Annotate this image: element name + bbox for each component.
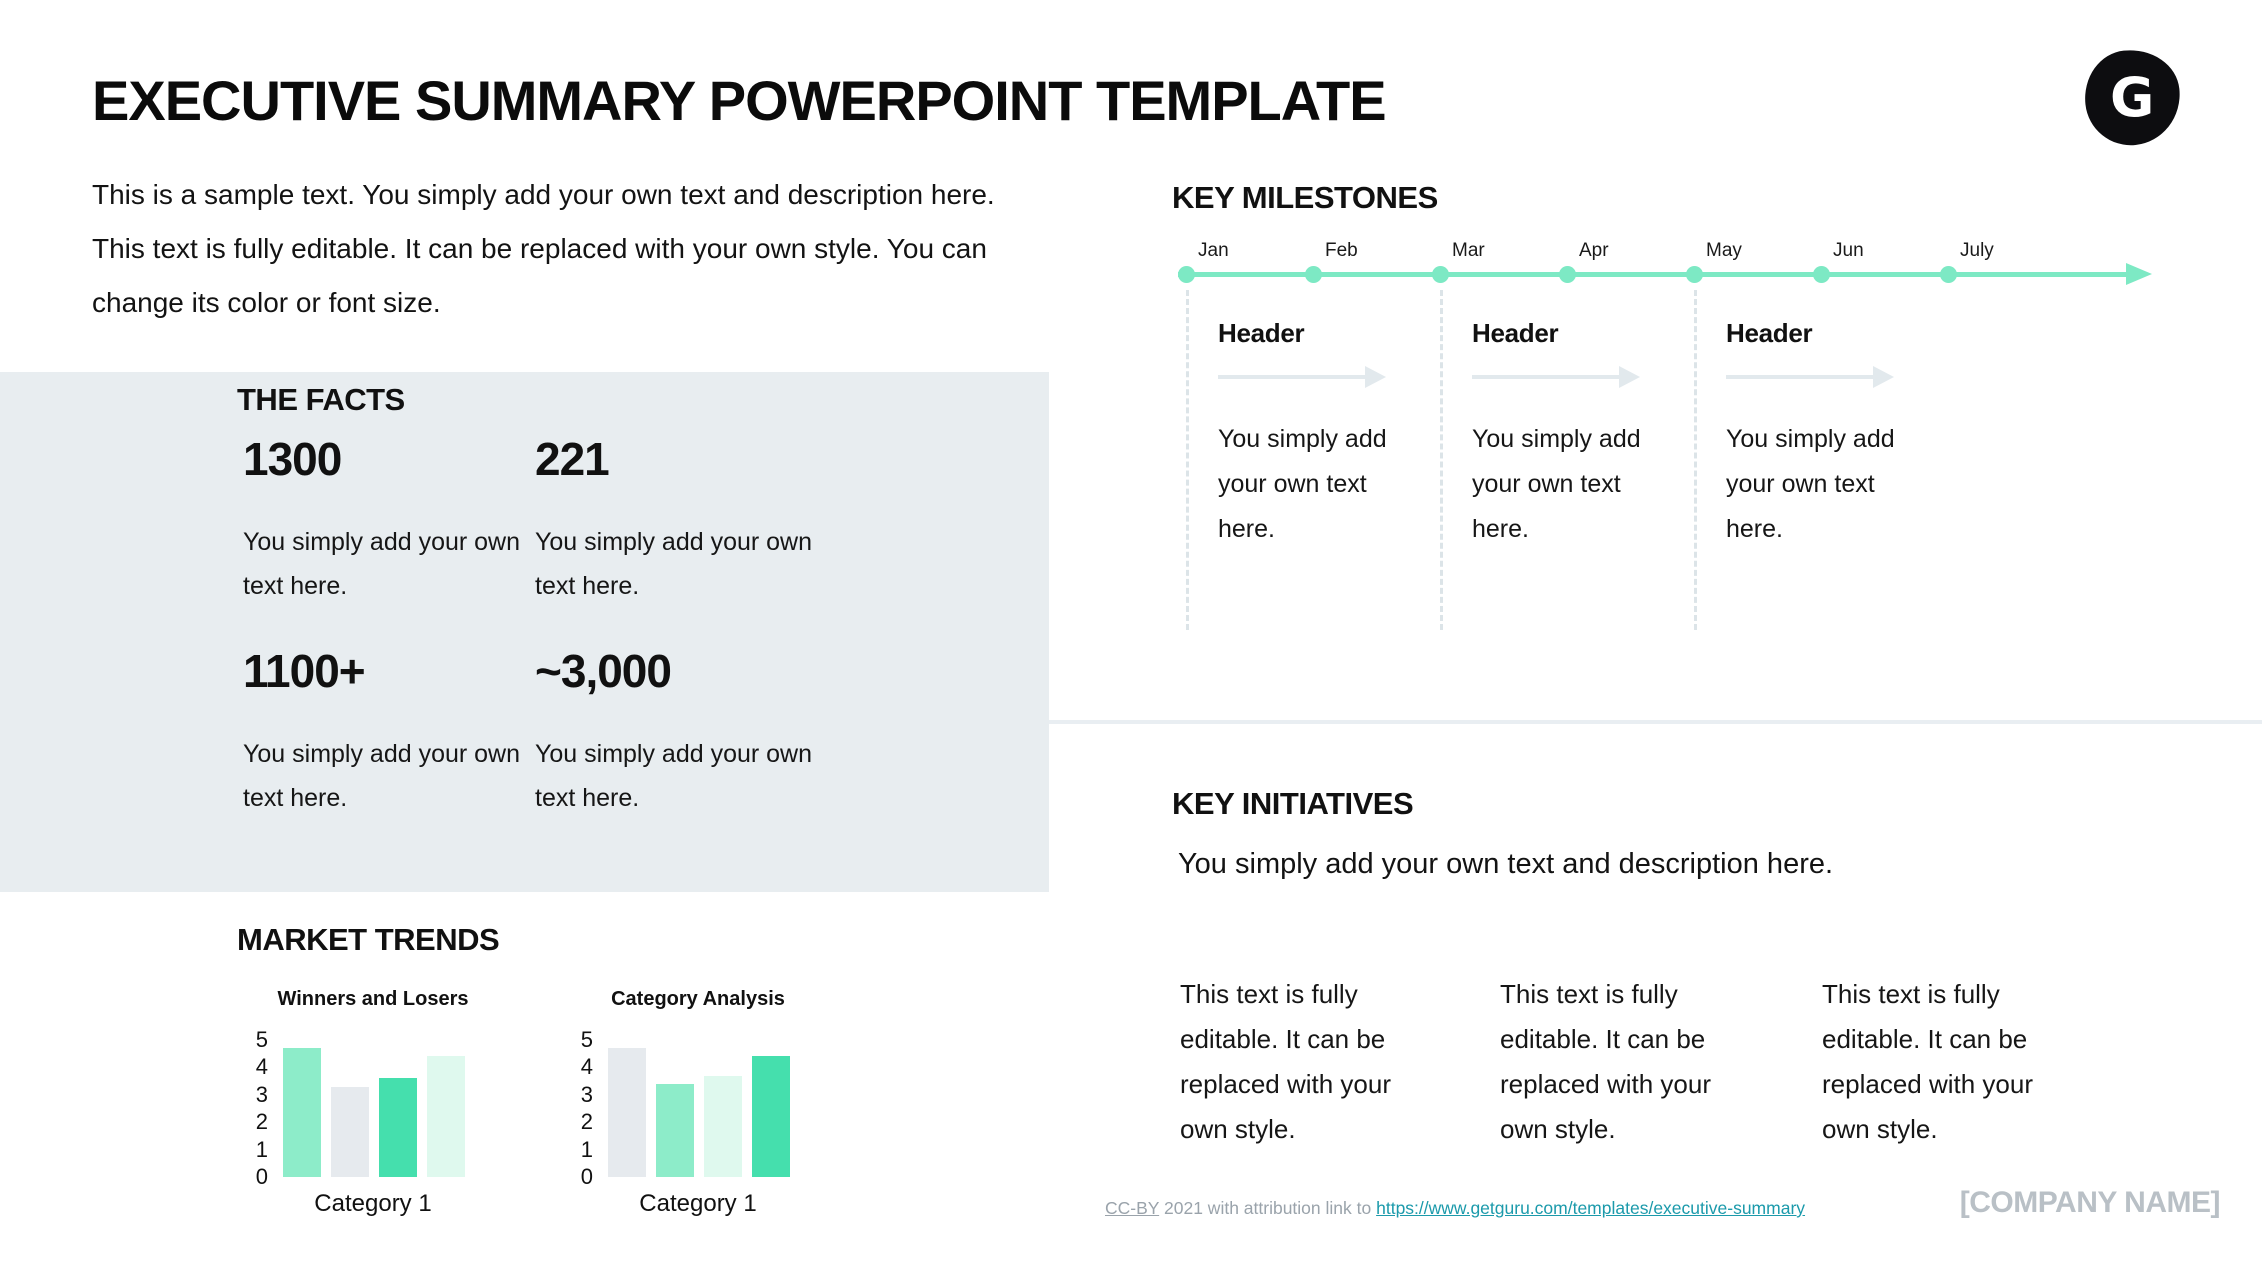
cc-by-link[interactable]: CC-BY <box>1105 1198 1160 1218</box>
milestone-dashed-line-3 <box>1694 290 1697 630</box>
initiatives-heading: KEY INITIATIVES <box>1172 786 1414 821</box>
facts-panel <box>0 372 1049 892</box>
y-axis-tick-1: 1 <box>255 1136 268 1162</box>
stat-value-3: 1100+ <box>243 645 366 697</box>
timeline-month-label-apr: Apr <box>1579 240 1609 261</box>
attribution-line: CC-BY 2021 with attribution link to http… <box>1105 1198 1805 1219</box>
y-axis-tick-4: 4 <box>255 1054 268 1080</box>
y-axis-tick-4: 4 <box>580 1054 593 1080</box>
stat-desc-1: You simply add your own text here. <box>243 528 521 600</box>
chart-x-label: Category 1 <box>639 1190 757 1217</box>
milestone-column-2: Header You simply add your own text here… <box>1472 318 1692 552</box>
milestone-dashed-line-1 <box>1186 290 1189 630</box>
timeline-dot-mar <box>1432 266 1449 283</box>
y-axis-tick-3: 3 <box>580 1081 593 1107</box>
y-axis-tick-0: 0 <box>255 1164 268 1189</box>
milestone-arrow-icon-1 <box>1218 366 1386 388</box>
template-url-link[interactable]: https://www.getguru.com/templates/execut… <box>1376 1198 1806 1218</box>
page-title: EXECUTIVE SUMMARY POWERPOINT TEMPLATE <box>92 69 1387 132</box>
initiative-column-2: This text is fully editable. It can be r… <box>1500 979 1711 1144</box>
stat-value-4: ~3,000 <box>535 645 672 697</box>
milestones-heading: KEY MILESTONES <box>1172 180 1438 215</box>
stat-value-1: 1300 <box>243 433 342 485</box>
initiative-column-1: This text is fully editable. It can be r… <box>1180 979 1391 1144</box>
timeline-dot-may <box>1686 266 1703 283</box>
chart-title: Winners and Losers <box>277 988 469 1010</box>
chart-plot-area <box>283 1040 465 1177</box>
timeline-month-label-may: May <box>1706 240 1742 261</box>
y-axis-tick-0: 0 <box>580 1164 593 1189</box>
attribution-text: 2021 with attribution link to <box>1164 1198 1372 1218</box>
milestone-header-3: Header <box>1726 318 1813 348</box>
stat-box-3: 1100+ <box>228 638 456 704</box>
company-name-placeholder: [COMPANY NAME] <box>1959 1186 2221 1219</box>
facts-heading: THE FACTS <box>237 382 405 417</box>
bar-2 <box>331 1087 369 1177</box>
timeline-dot-apr <box>1559 266 1576 283</box>
chart-x-label: Category 1 <box>314 1190 432 1217</box>
y-axis-tick-1: 1 <box>580 1136 593 1162</box>
milestone-arrow-icon-2 <box>1472 366 1640 388</box>
bar-1 <box>283 1048 321 1177</box>
timeline-month-label-feb: Feb <box>1325 240 1358 261</box>
milestone-column-3: Header You simply add your own text here… <box>1726 318 1946 552</box>
market-trends-heading: MARKET TRENDS <box>237 922 500 957</box>
milestone-header-1: Header <box>1218 318 1305 348</box>
stat-box-1: 1300 <box>228 426 456 492</box>
timeline-month-label-july: July <box>1960 240 1994 261</box>
stat-desc-3: You simply add your own text here. <box>243 740 521 812</box>
bar-4 <box>427 1056 465 1177</box>
milestone-body-2: You simply add your own text here. <box>1472 425 1641 543</box>
guru-logo-letter: G <box>2110 66 2155 130</box>
timeline-month-label-jan: Jan <box>1198 240 1229 261</box>
bar-1 <box>608 1048 646 1177</box>
timeline-dot-feb <box>1305 266 1322 283</box>
milestone-body-3: You simply add your own text here. <box>1726 425 1895 543</box>
milestone-column-1: Header You simply add your own text here… <box>1218 318 1438 552</box>
timeline-dot-jan <box>1178 266 1195 283</box>
timeline-month-label-jun: Jun <box>1833 240 1864 261</box>
section-divider <box>1049 720 2262 724</box>
milestone-header-2: Header <box>1472 318 1559 348</box>
initiative-column-3: This text is fully editable. It can be r… <box>1822 979 2033 1144</box>
bar-3 <box>379 1078 417 1177</box>
stat-box-2: 221 <box>520 426 748 492</box>
chart-title: Category Analysis <box>611 988 785 1010</box>
bar-2 <box>656 1084 694 1177</box>
milestones-timeline: Jan Feb Mar Apr May Jun July <box>1178 240 2168 300</box>
timeline-line <box>1178 272 2128 277</box>
milestone-body-1: You simply add your own text here. <box>1218 425 1387 543</box>
y-axis-tick-5: 5 <box>255 1027 268 1052</box>
milestone-arrow-icon-3 <box>1726 366 1894 388</box>
stat-value-2: 221 <box>535 433 610 485</box>
y-axis-tick-2: 2 <box>580 1109 593 1135</box>
y-axis-tick-2: 2 <box>255 1109 268 1135</box>
y-axis-tick-5: 5 <box>580 1027 593 1052</box>
intro-paragraph: This is a sample text. You simply add yo… <box>92 179 995 318</box>
stat-box-4: ~3,000 <box>520 638 748 704</box>
stat-desc-4: You simply add your own text here. <box>535 740 813 812</box>
y-axis-tick-3: 3 <box>255 1081 268 1107</box>
bar-3 <box>704 1076 742 1177</box>
timeline-arrowhead-icon <box>2126 263 2152 285</box>
initiatives-intro: You simply add your own text and descrip… <box>1178 848 1834 880</box>
bar-4 <box>752 1056 790 1177</box>
chart-plot-area <box>608 1040 790 1177</box>
timeline-dot-jun <box>1813 266 1830 283</box>
timeline-dot-july <box>1940 266 1957 283</box>
milestone-dashed-line-2 <box>1440 290 1443 630</box>
timeline-month-label-mar: Mar <box>1452 240 1485 261</box>
stat-desc-2: You simply add your own text here. <box>535 528 813 600</box>
guru-logo: G <box>2080 45 2185 150</box>
